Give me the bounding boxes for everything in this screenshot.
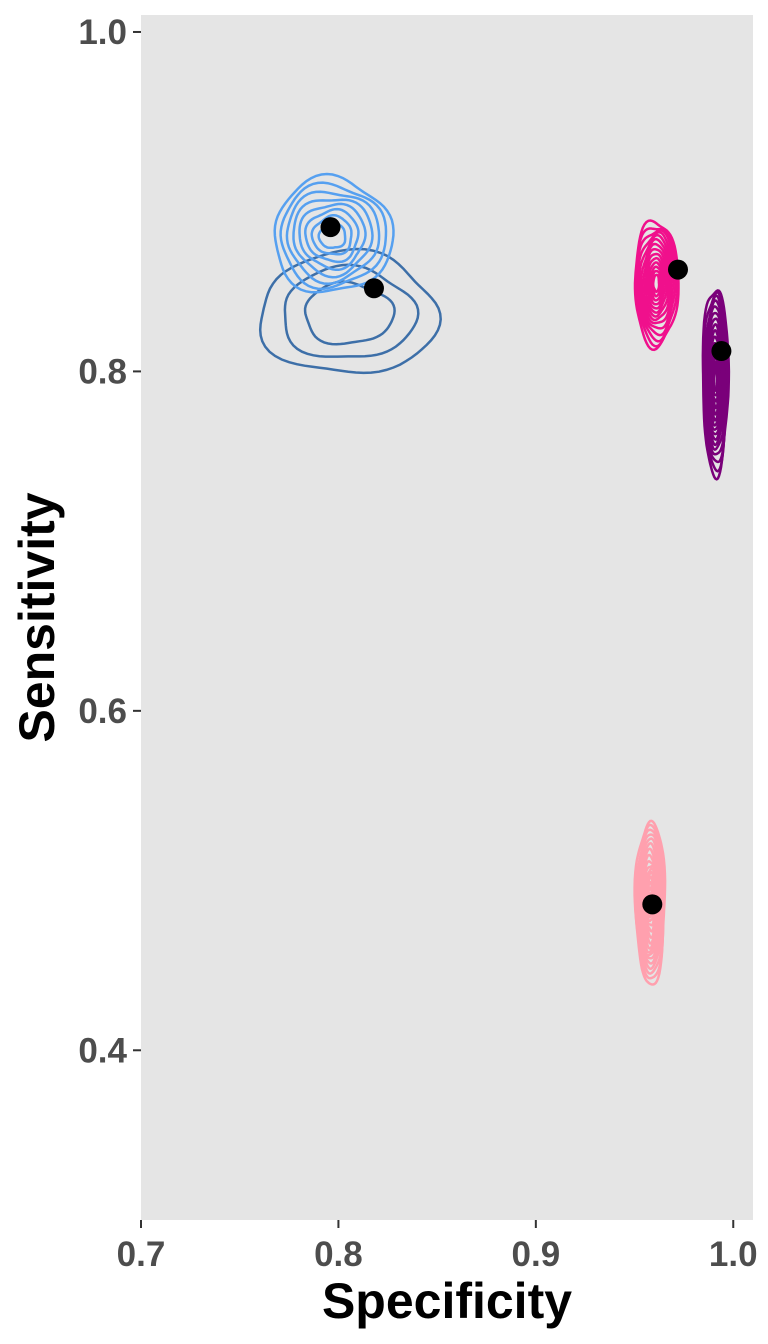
contour-line: [641, 242, 671, 322]
point-estimates: [320, 217, 732, 915]
contour-line: [304, 207, 360, 264]
contour-line: [273, 172, 395, 294]
contour-group-3: [633, 219, 680, 352]
data-point-3: [667, 259, 688, 280]
contour-line: [643, 248, 670, 318]
contour-group-2: [273, 172, 395, 294]
contour-line: [648, 265, 664, 302]
contour-line: [298, 202, 367, 272]
plot-panel: [141, 15, 753, 1220]
data-point-1: [363, 278, 384, 299]
contour-line: [279, 181, 388, 291]
x-tick-label: 1.0: [709, 1235, 758, 1274]
x-axis-title: Specificity: [322, 1273, 572, 1329]
contour-line: [639, 237, 672, 325]
y-tick-label: 0.8: [78, 352, 127, 391]
x-tick-label: 0.9: [512, 1235, 561, 1274]
contour-line: [651, 273, 661, 294]
y-tick-label: 1.0: [78, 13, 127, 52]
contour-line: [635, 828, 665, 975]
y-tick-label: 0.6: [78, 692, 127, 731]
contour-line: [712, 366, 719, 392]
contour-line: [285, 190, 381, 286]
contour-line: [636, 833, 665, 971]
contour-line: [292, 198, 374, 279]
x-tick-label: 0.8: [314, 1235, 363, 1274]
contour-line: [645, 252, 669, 314]
data-point-5: [642, 894, 663, 915]
contour-line: [704, 311, 727, 447]
x-axis: 0.7 0.8 0.9 1.0: [117, 1220, 758, 1274]
y-axis: 0.4 0.6 0.8 1.0: [78, 13, 141, 1070]
data-point-2: [320, 217, 341, 238]
y-tick-label: 0.4: [78, 1031, 127, 1070]
contour-line: [283, 263, 420, 358]
contour-line: [703, 305, 727, 451]
data-point-4: [711, 341, 732, 362]
contour-line: [310, 214, 353, 256]
contour-line: [638, 233, 673, 330]
y-axis-title: Sensitivity: [9, 492, 65, 742]
contour-line: [258, 247, 442, 375]
contour-line: [650, 269, 662, 298]
x-tick-label: 0.7: [117, 1235, 166, 1274]
